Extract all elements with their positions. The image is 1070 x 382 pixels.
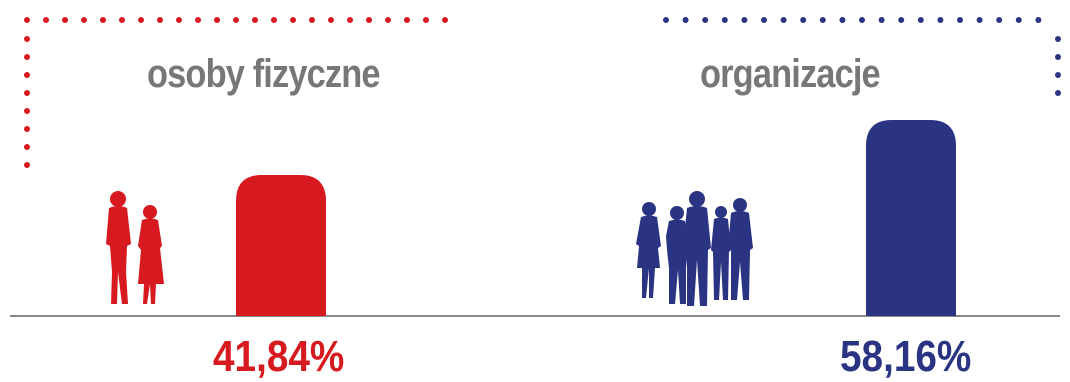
frame-dot — [1055, 36, 1061, 42]
frame-dot — [957, 17, 963, 23]
frame-dot — [233, 17, 239, 23]
frame-dot — [214, 17, 220, 23]
frame-dot — [347, 17, 353, 23]
frame-dot — [328, 17, 334, 23]
frame-dot — [996, 17, 1003, 23]
frame-dot — [1035, 17, 1042, 23]
frame-dot — [898, 17, 905, 23]
frame-dot — [24, 17, 30, 23]
frame-dot — [741, 17, 748, 23]
frame-dot — [24, 36, 30, 42]
frame-dot — [100, 17, 106, 23]
couple-silhouette-icon — [106, 191, 164, 304]
frame-dot — [24, 54, 30, 60]
frame-dot — [24, 72, 30, 78]
frame-dot — [195, 17, 201, 23]
frame-dot — [859, 17, 865, 23]
frame-dot — [366, 17, 372, 23]
frame-dot — [252, 17, 258, 23]
frame-dot — [780, 17, 787, 23]
frame-dot — [663, 17, 669, 23]
frame-dot — [404, 17, 410, 23]
frame-dot — [62, 17, 68, 23]
frame-dot — [839, 17, 846, 23]
left-dotted-frame — [24, 17, 448, 168]
frame-dot — [290, 17, 296, 23]
frame-dot — [1055, 54, 1061, 60]
frame-dot — [119, 17, 125, 23]
frame-dot — [43, 17, 49, 23]
frame-dot — [1015, 17, 1022, 23]
right-dotted-frame — [663, 17, 1061, 96]
bar-organizacje — [866, 120, 956, 316]
frame-dot — [24, 90, 30, 96]
frame-dot — [976, 17, 983, 23]
frame-dot — [271, 17, 277, 23]
frame-dot — [24, 126, 30, 132]
frame-dot — [1055, 90, 1061, 96]
frame-dot — [917, 17, 924, 23]
frame-dot — [385, 17, 391, 23]
category-label-organizacje: organizacje — [700, 52, 881, 96]
value-label-osoby-fizyczne: 41,84% — [213, 332, 345, 381]
frame-dot — [442, 17, 448, 23]
frame-dot — [157, 17, 163, 23]
frame-dot — [1055, 72, 1061, 78]
frame-dot — [761, 17, 767, 23]
frame-dot — [878, 17, 885, 23]
frame-dot — [721, 17, 728, 23]
frame-dot — [800, 17, 807, 23]
frame-dot — [24, 144, 30, 150]
frame-dot — [937, 17, 944, 23]
bar-osoby-fizyczne — [236, 174, 326, 316]
frame-dot — [176, 17, 182, 23]
category-label-osoby-fizyczne: osoby fizyczne — [147, 52, 381, 96]
frame-dot — [81, 17, 87, 23]
group-silhouette-icon — [636, 191, 753, 306]
frame-dot — [702, 17, 709, 23]
value-label-organizacje: 58,16% — [840, 332, 972, 381]
frame-dot — [24, 162, 30, 168]
frame-dot — [682, 17, 689, 23]
frame-dot — [24, 108, 30, 114]
frame-dot — [423, 17, 429, 23]
frame-dot — [819, 17, 826, 23]
frame-dot — [138, 17, 144, 23]
frame-dot — [309, 17, 315, 23]
